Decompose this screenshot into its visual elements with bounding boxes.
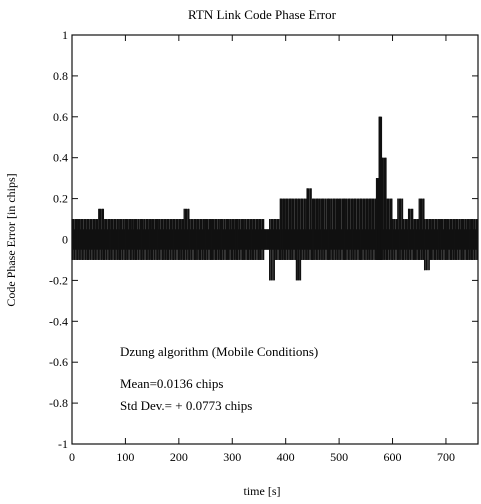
y-tick-label: 1 <box>62 28 68 42</box>
x-axis-label: time [s] <box>244 484 281 498</box>
y-tick-label: 0.4 <box>53 151 68 165</box>
y-tick-label: -0.8 <box>49 396 68 410</box>
y-axis-label: Code Phase Error [in chips] <box>4 173 18 306</box>
y-tick-label: 0 <box>62 233 68 247</box>
annotation-std-dev: Std Dev.= + 0.0773 chips <box>120 398 252 413</box>
x-tick-label: 700 <box>437 450 455 464</box>
series-layer <box>71 116 478 281</box>
y-tick-label: 0.8 <box>53 69 68 83</box>
y-tick-label: -0.2 <box>49 273 68 287</box>
x-tick-label: 600 <box>384 450 402 464</box>
y-tick-label: 0.6 <box>53 110 68 124</box>
x-tick-label: 300 <box>223 450 241 464</box>
chart-title: RTN Link Code Phase Error <box>188 7 337 22</box>
tick-layer: 10.80.60.40.20-0.2-0.4-0.6-0.8-10 100 200 3… <box>49 28 478 464</box>
y-tick-label: -1 <box>58 437 68 451</box>
y-tick-label: -0.4 <box>49 314 68 328</box>
annotation-mean: Mean=0.0136 chips <box>120 376 223 391</box>
x-tick-label: 100 <box>116 450 134 464</box>
x-tick-label: 200 <box>170 450 188 464</box>
y-tick-label: -0.6 <box>49 355 68 369</box>
y-tick-label: 0.2 <box>53 192 68 206</box>
x-tick-label: 0 <box>69 450 75 464</box>
x-tick-label: 500 <box>330 450 348 464</box>
annotation-algorithm: Dzung algorithm (Mobile Conditions) <box>120 344 318 359</box>
x-tick-label: 400 <box>277 450 295 464</box>
